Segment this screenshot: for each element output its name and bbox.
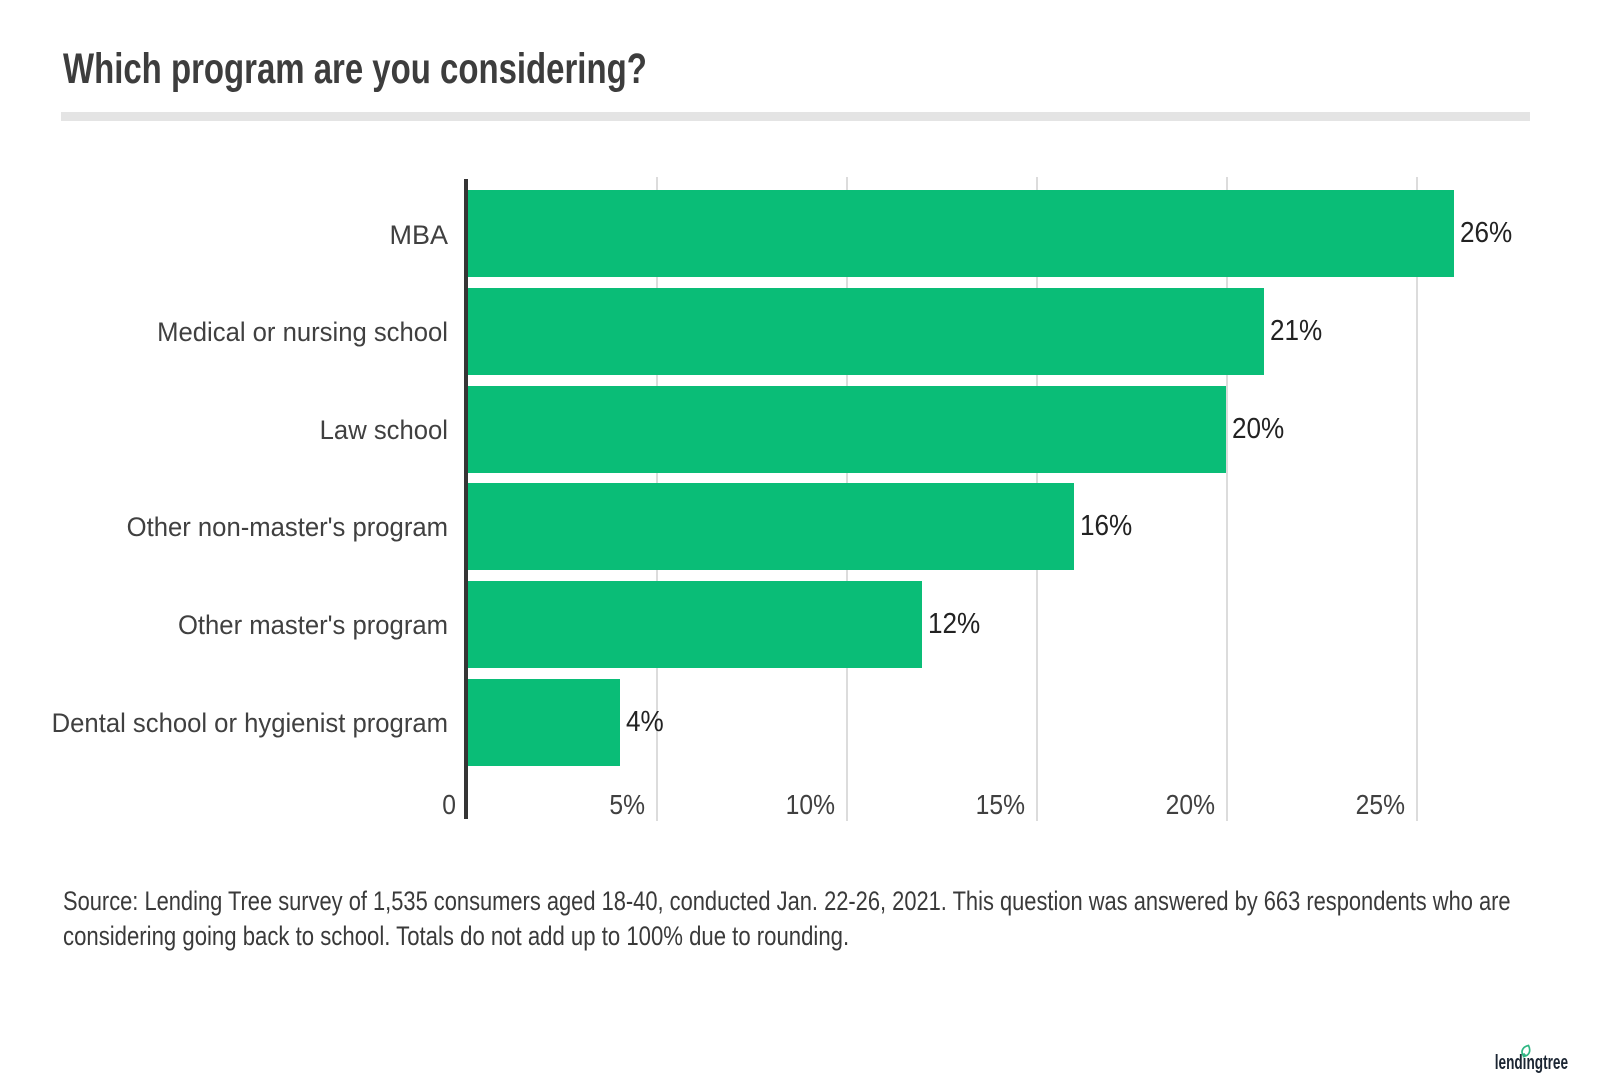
svg-text:lendingtree: lendingtree: [1495, 1051, 1568, 1073]
